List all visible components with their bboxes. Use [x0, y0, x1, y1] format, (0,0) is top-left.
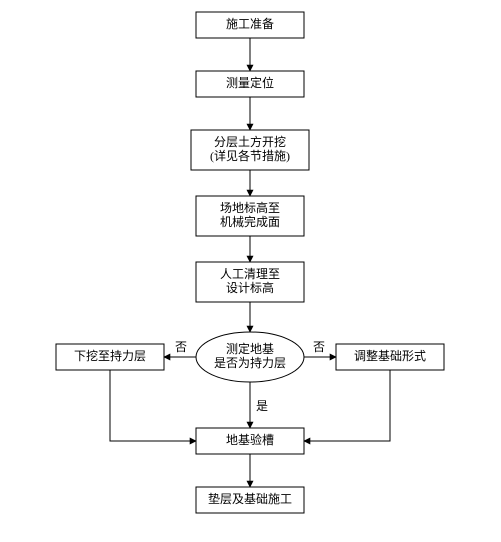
node-text-n3-0: 分层土方开挖 [214, 134, 286, 149]
node-text-n8-0: 垫层及基础施工 [208, 491, 292, 506]
node-text-n6-0: 测定地基 [226, 341, 274, 356]
edge-nR-n7 [304, 370, 390, 441]
node-text-nL-0: 下挖至持力层 [74, 348, 146, 363]
node-text-n1-0: 施工准备 [226, 17, 274, 31]
node-n4: 场地标高至机械完成面 [196, 196, 304, 236]
node-n5: 人工清理至设计标高 [196, 262, 304, 302]
edge-label-n6-nR: 否 [313, 340, 325, 354]
node-text-n7-0: 地基验槽 [226, 432, 274, 447]
node-n7: 地基验槽 [196, 428, 304, 454]
node-n6: 测定地基是否为持力层 [196, 332, 304, 382]
node-n2: 测量定位 [196, 71, 304, 97]
node-n8: 垫层及基础施工 [196, 487, 304, 513]
nodes-layer: 施工准备测量定位分层土方开挖(详见各节措施)场地标高至机械完成面人工清理至设计标… [56, 12, 444, 513]
edge-label-n6-nL: 否 [175, 340, 187, 354]
node-text-nR-0: 调整基础形式 [354, 348, 426, 363]
node-text-n4-1: 机械完成面 [220, 214, 280, 229]
edge-nL-n7 [110, 370, 196, 441]
node-n1: 施工准备 [196, 12, 304, 38]
node-text-n2-0: 测量定位 [226, 75, 274, 90]
node-text-n5-0: 人工清理至 [220, 267, 280, 281]
node-text-n5-1: 设计标高 [226, 280, 274, 295]
node-text-n4-0: 场地标高至 [220, 200, 280, 215]
node-nR: 调整基础形式 [336, 344, 444, 370]
edge-label-n6-n7: 是 [256, 399, 268, 413]
node-n3: 分层土方开挖(详见各节措施) [191, 130, 309, 170]
node-nL: 下挖至持力层 [56, 344, 164, 370]
node-text-n3-1: (详见各节措施) [210, 148, 290, 163]
node-text-n6-1: 是否为持力层 [214, 355, 286, 370]
flowchart-canvas: 否否是 施工准备测量定位分层土方开挖(详见各节措施)场地标高至机械完成面人工清理… [0, 0, 501, 542]
